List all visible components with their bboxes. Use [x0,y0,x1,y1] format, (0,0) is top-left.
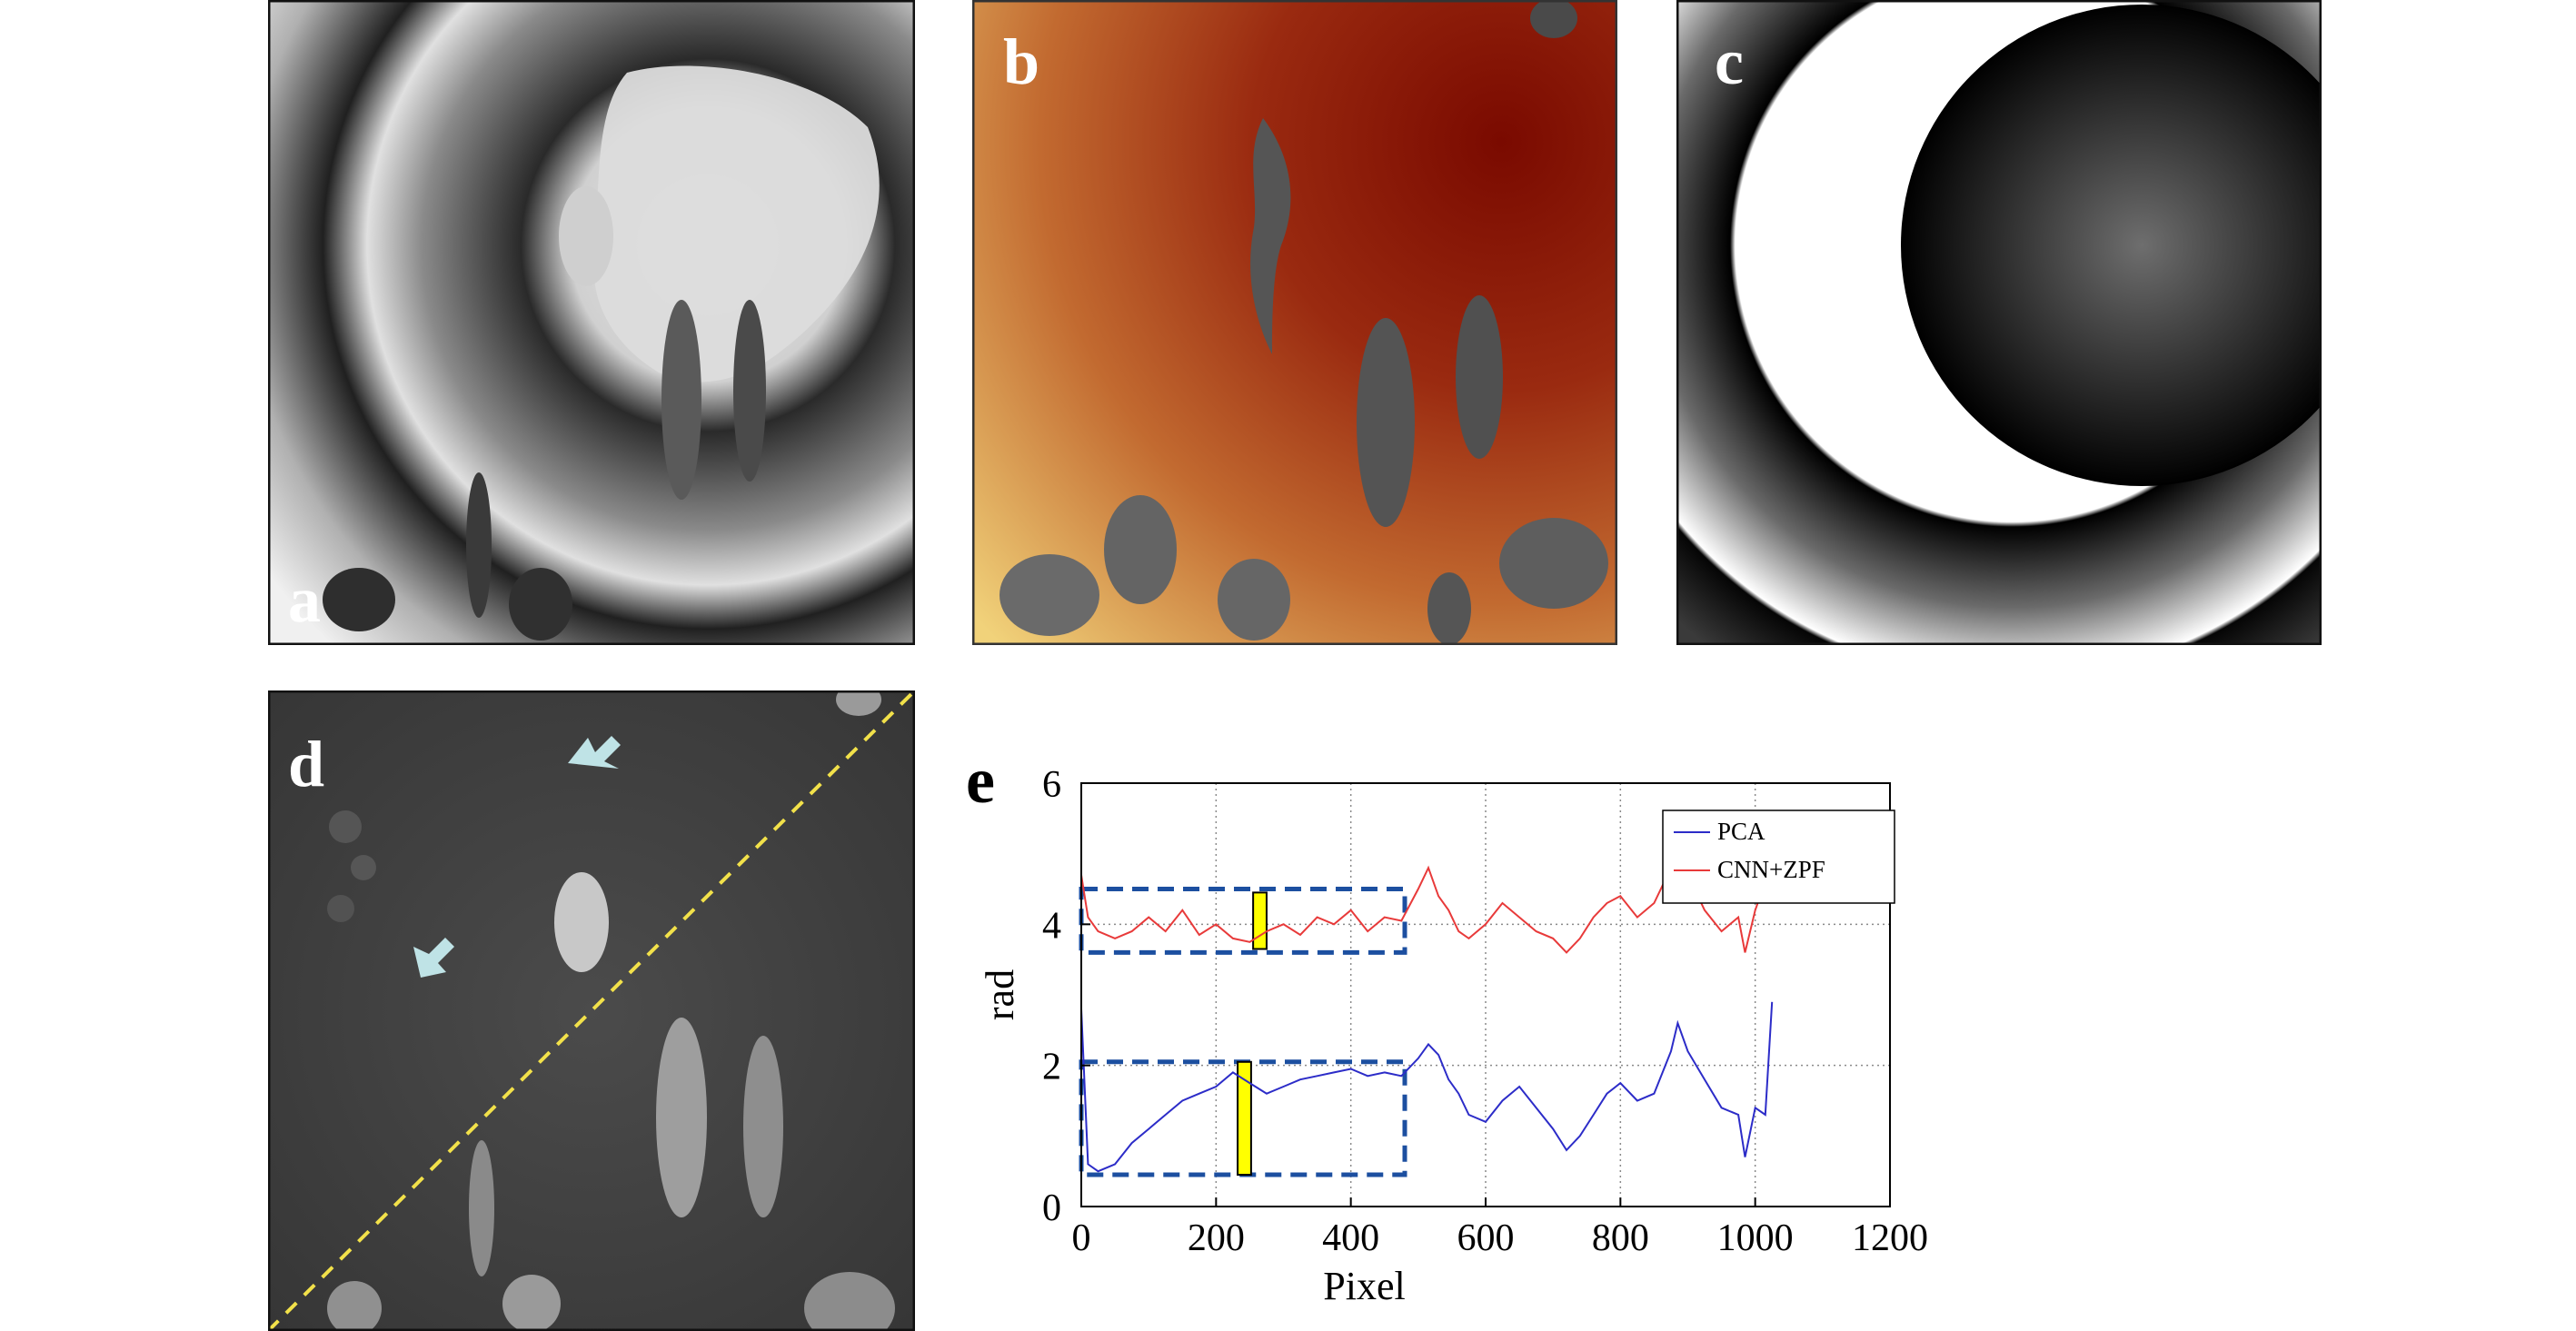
chart-ticks: 0 200 400 600 800 1000 1200 0 2 4 6 [1042,764,1928,1259]
x-tick-label: 800 [1592,1217,1649,1259]
x-tick-label: 1200 [1852,1217,1928,1259]
panel-e-label: e [966,744,995,817]
x-tick-label: 1000 [1717,1217,1794,1259]
y-tick-label: 4 [1042,905,1061,947]
panel-c-image [1676,0,2322,645]
x-tick-label: 0 [1072,1217,1091,1259]
highlight-bar [1252,891,1268,950]
panel-a-wrapped-phase: a [268,0,915,645]
x-axis-label: Pixel [1323,1264,1405,1308]
panel-d-image [268,690,915,1331]
y-tick-label: 0 [1042,1187,1061,1229]
arrow-icon [413,938,454,978]
panel-e-line-chart: 0 200 400 600 800 1000 1200 0 2 4 6 Pixel rad PCA C… [978,764,1928,1308]
highlight-bar [1237,1060,1252,1177]
panel-a-label: a [288,563,321,636]
y-axis-label: rad [978,969,1022,1020]
legend-box [1662,810,1895,904]
panel-b-image [972,0,1617,645]
highlight-box [1079,887,1407,955]
y-tick-label: 2 [1042,1047,1061,1088]
arrow-icon [568,736,621,769]
panel-d-label: d [288,728,325,800]
y-tick-label: 6 [1042,764,1061,806]
panel-b-phase-map: b [972,0,1617,645]
panel-d-phase-image: d [268,690,915,1331]
legend-entry: CNN+ZPF [1717,856,1825,883]
panel-c-label: c [1715,25,1744,98]
x-tick-label: 200 [1188,1217,1245,1259]
chart-legend: PCA CNN+ZPF [1662,810,1895,904]
x-tick-label: 400 [1322,1217,1379,1259]
series-line-pca [1080,1001,1774,1173]
panel-c-concentric-phase: c [1676,0,2322,645]
panel-b-label: b [1003,25,1040,98]
legend-entry: PCA [1717,818,1765,845]
x-tick-label: 600 [1457,1217,1515,1259]
panel-a-image [268,0,915,645]
